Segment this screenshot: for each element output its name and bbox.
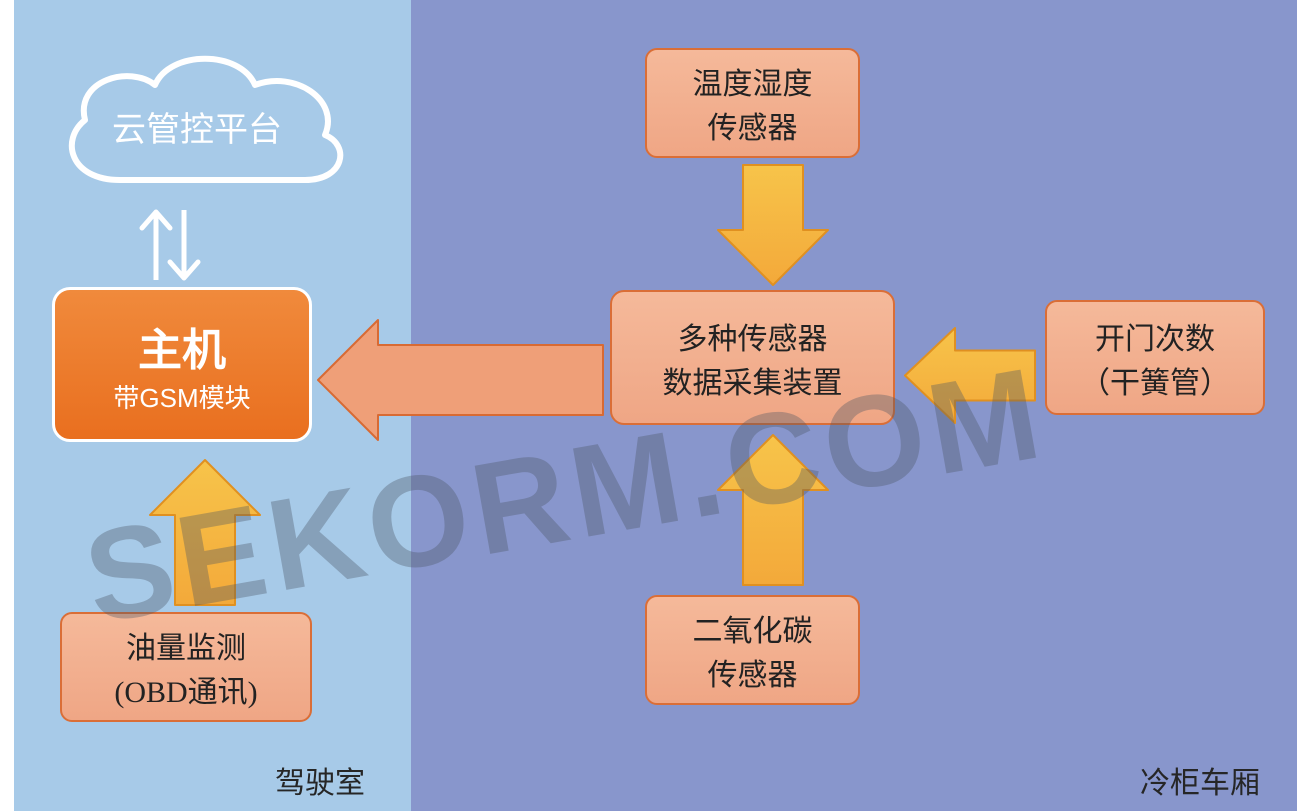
- node-co2-line1: 二氧化碳: [693, 606, 813, 650]
- node-collector-line2: 数据采集装置: [663, 358, 843, 402]
- cloud-label: 云管控平台: [112, 102, 282, 151]
- panel-label-right: 冷柜车厢: [1140, 758, 1260, 802]
- node-co2: 二氧化碳传感器: [645, 595, 860, 705]
- node-collector: 多种传感器数据采集装置: [610, 290, 895, 425]
- node-collector-line1: 多种传感器: [678, 314, 828, 358]
- node-door-line1: 开门次数: [1095, 314, 1215, 358]
- node-door-line2: （干簧管）: [1080, 358, 1230, 402]
- node-door: 开门次数（干簧管）: [1045, 300, 1265, 415]
- node-host: 主机带GSM模块: [52, 287, 312, 442]
- node-host-line2: 带GSM模块: [113, 378, 250, 415]
- node-fuel-line2: (OBD通讯): [114, 667, 257, 711]
- node-temp: 温度湿度传感器: [645, 48, 860, 158]
- node-co2-line2: 传感器: [708, 650, 798, 694]
- node-host-line1: 主机: [138, 314, 226, 378]
- node-fuel-line1: 油量监测: [126, 623, 246, 667]
- node-fuel: 油量监测(OBD通讯): [60, 612, 312, 722]
- diagram-canvas: 驾驶室 冷柜车厢 云管控平台主机带GSM模块油量监测(OBD通讯) 多种传感器数据采…: [0, 0, 1307, 811]
- panel-label-left: 驾驶室: [275, 758, 365, 802]
- node-temp-line1: 温度湿度: [693, 59, 813, 103]
- node-temp-line2: 传感器: [708, 103, 798, 147]
